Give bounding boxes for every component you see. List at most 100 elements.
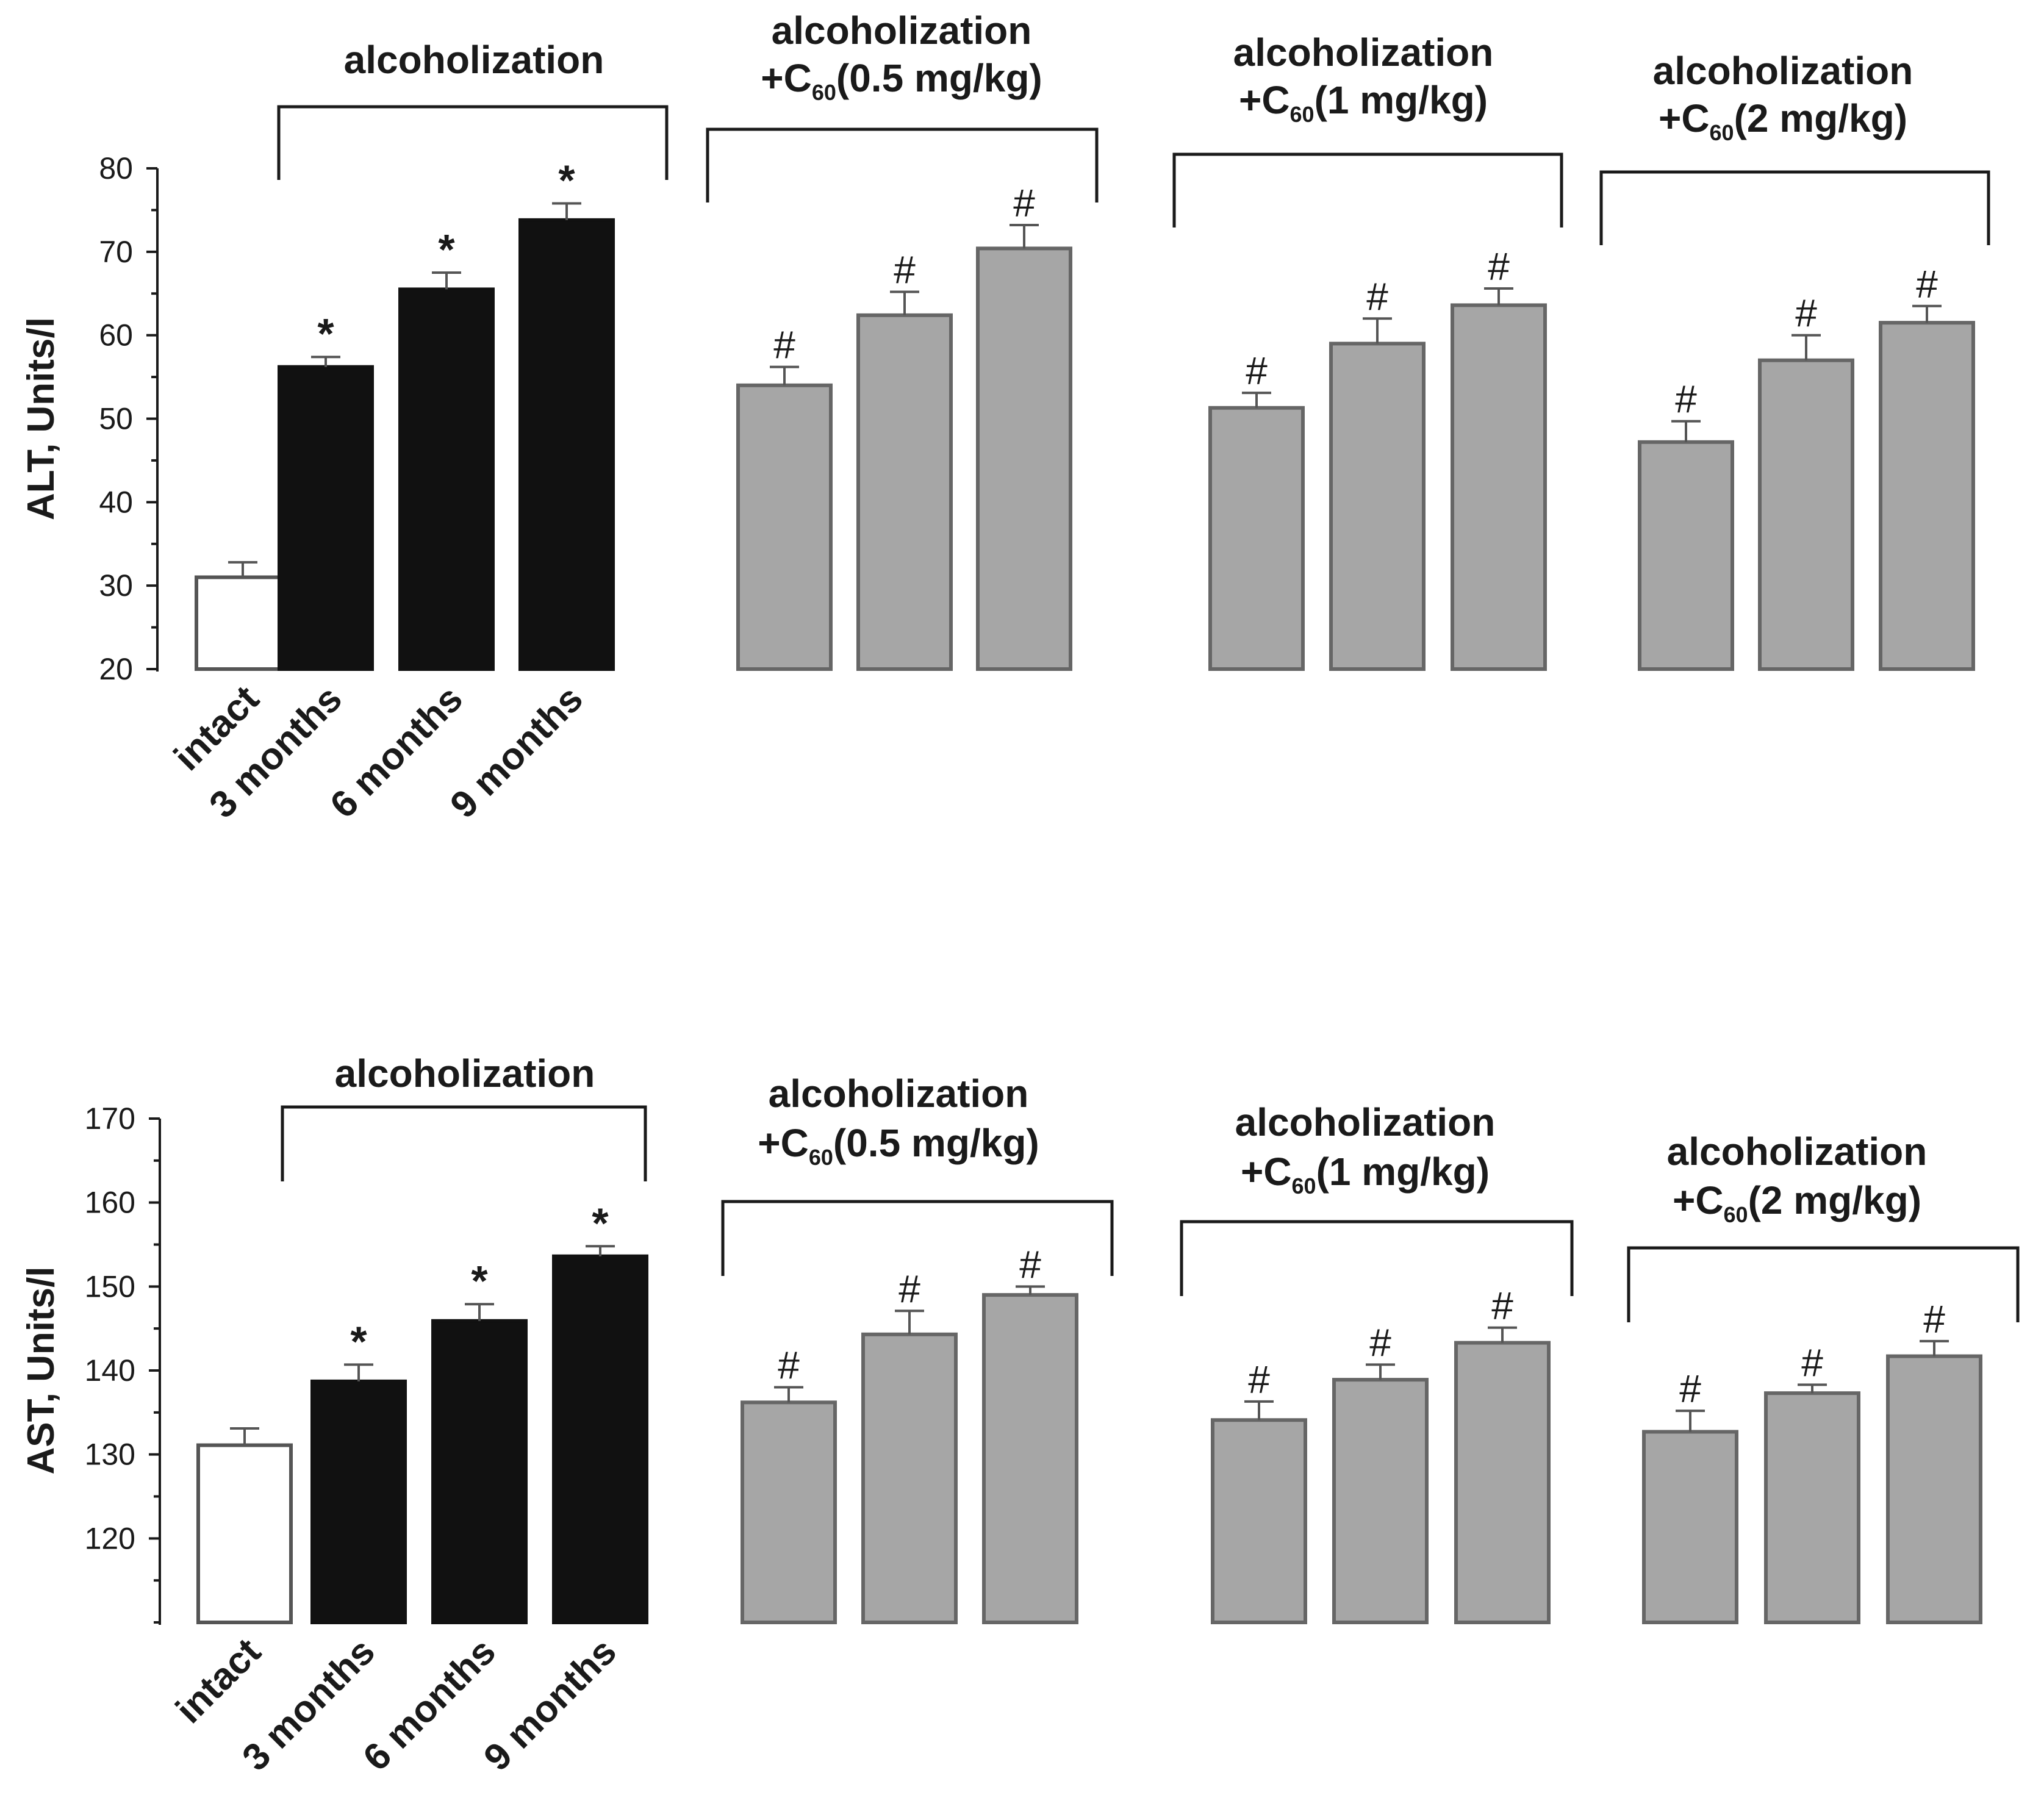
bar-group1-9-months	[982, 1293, 1078, 1625]
group-subtitle-prefix: +C	[761, 56, 812, 100]
chart-panel-alt: 20 30 40 50 60 70 80 ALT, Units/l * * * alcoholizat…	[20, 9, 1990, 826]
significance-hash: #	[778, 1344, 800, 1388]
significance-hash: #	[1013, 181, 1035, 225]
significance-hash: #	[1679, 1367, 1701, 1411]
y-tick-label: 40	[99, 485, 133, 519]
significance-hash: #	[1491, 1284, 1513, 1328]
y-axis-title: AST, Units/l	[20, 1266, 62, 1474]
y-tick-label: 50	[99, 402, 133, 436]
bar-group1-9-months	[976, 246, 1072, 671]
significance-hash: #	[1248, 1358, 1270, 1402]
bar-group2-6-months	[1329, 342, 1426, 671]
y-tick-label: 160	[85, 1186, 135, 1220]
bar-intact	[196, 1443, 293, 1625]
group-subtitle-subscript: 60	[1710, 120, 1734, 145]
y-tick-label: 70	[99, 235, 133, 269]
y-tick-label: 140	[85, 1353, 135, 1388]
group-subtitle: +C60(2 mg/kg)	[1659, 96, 1907, 145]
group-title: alcoholization	[772, 9, 1032, 52]
bar-group1-6-months	[861, 1332, 958, 1624]
significance-star: *	[592, 1199, 609, 1247]
significance-star: *	[471, 1257, 488, 1305]
bar-group1-3-months	[741, 1400, 837, 1624]
y-tick-label: 170	[85, 1102, 135, 1136]
significance-star: *	[438, 226, 455, 273]
group-bracket	[281, 1105, 647, 1181]
x-category-label: 9 months	[442, 678, 591, 826]
bar-group3-3-months	[1638, 440, 1734, 672]
x-category-label: 6 months	[355, 1630, 504, 1779]
y-tick-label: 80	[99, 151, 133, 185]
group-subtitle-prefix: +C	[1239, 78, 1290, 122]
bar-group2-9-months	[1454, 1341, 1551, 1625]
bar-group0-6-months	[398, 287, 495, 671]
group-bracket	[277, 105, 669, 180]
group-subtitle-prefix: +C	[1659, 96, 1710, 140]
group-subtitle-prefix: +C	[1241, 1150, 1292, 1194]
y-tick-label: 60	[99, 318, 133, 353]
x-category-label: 9 months	[476, 1630, 625, 1779]
bar-group3-9-months	[1886, 1354, 1982, 1624]
group-subtitle-subscript: 60	[1292, 1173, 1316, 1198]
significance-star: *	[350, 1317, 367, 1365]
significance-hash: #	[1488, 245, 1510, 288]
bar-group0-3-months	[278, 365, 374, 671]
chart-panel-ast: 120 130 140 150 160 170 AST, Units/l * * * alcohol…	[20, 1052, 2020, 1779]
significance-hash: #	[898, 1267, 920, 1311]
group-title: alcoholization	[1233, 30, 1494, 74]
group-title: alcoholization	[344, 38, 604, 82]
significance-hash: #	[1019, 1242, 1041, 1286]
y-tick-label: 130	[85, 1438, 135, 1472]
group-subtitle-dose: (1 mg/kg)	[1314, 78, 1488, 122]
group-subtitle-dose: (0.5 mg/kg)	[836, 56, 1042, 100]
group-title: alcoholization	[1667, 1130, 1928, 1173]
group-subtitle-subscript: 60	[1290, 102, 1314, 127]
group-subtitle-dose: (2 mg/kg)	[1734, 96, 1907, 140]
bar-group3-3-months	[1642, 1430, 1738, 1624]
y-tick-label: 20	[99, 652, 133, 686]
x-category-label: intact	[168, 1630, 269, 1732]
group-subtitle-subscript: 60	[809, 1145, 833, 1170]
bar-group3-6-months	[1758, 358, 1854, 671]
group-bracket	[1627, 1246, 2020, 1322]
significance-hash: #	[1795, 292, 1817, 335]
group-subtitle: +C60(0.5 mg/kg)	[758, 1121, 1039, 1170]
group-subtitle: +C60(1 mg/kg)	[1239, 78, 1488, 127]
group-subtitle-dose: (1 mg/kg)	[1316, 1150, 1490, 1194]
bar-group0-6-months	[431, 1319, 528, 1624]
x-category-label: 6 months	[322, 678, 471, 826]
group-bracket	[1599, 170, 1990, 245]
significance-hash: #	[1801, 1341, 1823, 1385]
y-tick-label: 120	[85, 1521, 135, 1555]
bar-group1-3-months	[736, 383, 833, 671]
group-subtitle-dose: (0.5 mg/kg)	[833, 1121, 1039, 1165]
y-axis-title: ALT, Units/l	[20, 317, 62, 520]
significance-hash: #	[894, 248, 916, 292]
bar-group0-9-months	[552, 1254, 648, 1625]
significance-star: *	[317, 310, 334, 357]
significance-hash: #	[773, 323, 795, 367]
significance-hash: #	[1366, 274, 1388, 318]
group-title: alcoholization	[1235, 1100, 1496, 1144]
bar-group2-6-months	[1332, 1378, 1429, 1624]
y-tick-label: 30	[99, 568, 133, 603]
bar-group2-3-months	[1208, 406, 1305, 671]
group-subtitle-prefix: +C	[758, 1121, 809, 1165]
group-subtitle: +C60(2 mg/kg)	[1673, 1178, 1921, 1227]
group-subtitle: +C60(1 mg/kg)	[1241, 1150, 1490, 1198]
bar-group0-3-months	[310, 1379, 407, 1625]
y-tick-label: 150	[85, 1269, 135, 1303]
significance-hash: #	[1923, 1297, 1945, 1341]
group-bracket	[1180, 1220, 1574, 1296]
bar-group3-6-months	[1764, 1391, 1860, 1624]
bar-group0-9-months	[518, 218, 615, 671]
group-subtitle: +C60(0.5 mg/kg)	[761, 56, 1042, 105]
group-title: alcoholization	[769, 1072, 1029, 1116]
bar-group2-3-months	[1211, 1418, 1307, 1625]
group-title: alcoholization	[335, 1052, 595, 1095]
significance-hash: #	[1369, 1320, 1391, 1364]
group-bracket	[706, 127, 1099, 202]
significance-hash: #	[1675, 378, 1697, 421]
group-subtitle-subscript: 60	[812, 80, 836, 105]
